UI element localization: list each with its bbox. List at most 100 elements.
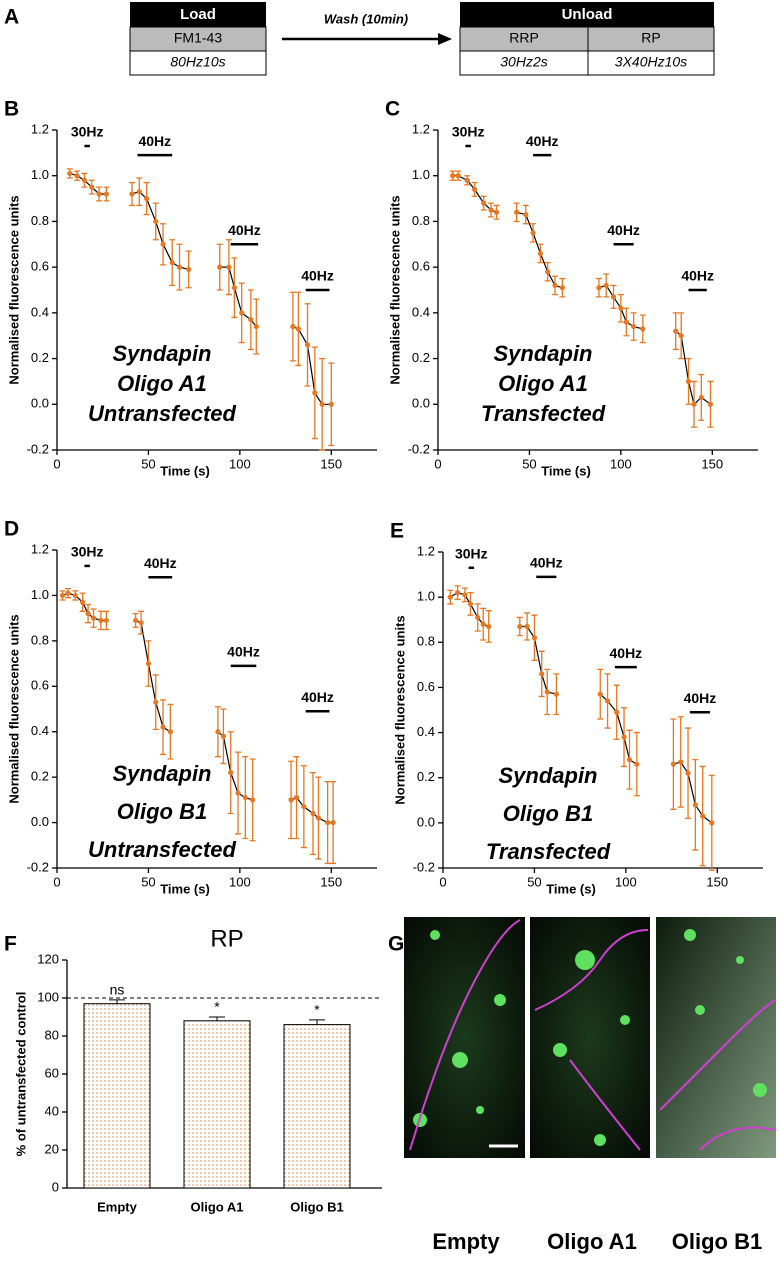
x-tick-label: 0: [434, 456, 441, 471]
y-tick-label: 120: [37, 951, 59, 966]
data-point: [545, 269, 551, 275]
y-tick-label: 1.0: [417, 589, 435, 604]
stimulus-label: 40Hz: [607, 222, 640, 238]
pool-text: RP: [641, 30, 660, 46]
data-point: [293, 794, 300, 801]
stim-cell: [587, 50, 715, 76]
y-tick-label: 0.6: [31, 678, 49, 693]
panel-label: A: [4, 6, 19, 29]
data-point: [319, 401, 325, 407]
panel-label: C: [385, 98, 400, 121]
load-header-text: Load: [180, 6, 216, 23]
data-point: [480, 621, 486, 627]
y-axis-label: Normalised fluorescence units: [6, 195, 21, 384]
pool-cell: [587, 26, 715, 52]
data-point: [610, 294, 617, 300]
stim-cell: [459, 50, 589, 76]
data-point: [640, 326, 646, 332]
panel-label: B: [4, 98, 19, 121]
data-point: [169, 259, 175, 266]
data-point: [514, 209, 520, 215]
data-point: [450, 173, 456, 179]
stimulus-label: 40Hz: [227, 644, 260, 660]
y-tick-label: 0.4: [31, 723, 49, 738]
x-tick-label: 50: [527, 874, 541, 889]
y-tick-label: 100: [37, 989, 59, 1004]
y-tick-label: 40: [45, 1103, 59, 1118]
data-point: [136, 189, 142, 195]
data-point: [228, 770, 234, 776]
stimulus-label: 40Hz: [526, 133, 559, 149]
x-axis-label: Time (s): [546, 881, 596, 896]
data-point: [239, 310, 245, 316]
data-point: [486, 623, 492, 630]
data-point: [603, 282, 609, 289]
y-tick-label: -0.2: [27, 441, 49, 456]
data-point: [315, 815, 322, 821]
data-point: [700, 813, 706, 819]
data-point: [167, 729, 173, 735]
y-tick-label: 0.6: [417, 679, 435, 694]
data-point: [80, 599, 86, 605]
x-tick-label: 0: [53, 874, 60, 889]
stimulus-label: 40Hz: [684, 690, 717, 706]
data-point: [455, 590, 461, 596]
error-bar: [109, 999, 125, 1004]
x-tick-label: Oligo B1: [290, 1199, 343, 1214]
annotation: Untransfected: [88, 837, 236, 862]
data-point: [455, 173, 461, 179]
data-point: [226, 264, 232, 270]
y-tick-label: 0.2: [31, 769, 49, 784]
bar: [83, 1003, 151, 1189]
stimulus-label: 30Hz: [452, 124, 485, 140]
data-point: [328, 401, 334, 407]
x-tick-label: 100: [615, 874, 637, 889]
y-tick-label: 0.0: [31, 396, 49, 411]
data-point: [685, 770, 691, 776]
data-point: [678, 759, 684, 765]
data-point: [160, 241, 166, 247]
load-stim-text: 80Hz10s: [170, 54, 225, 70]
data-point: [670, 761, 677, 767]
data-point: [160, 724, 166, 730]
y-tick-label: 0.8: [412, 213, 430, 228]
data-point: [447, 594, 453, 600]
data-point: [72, 592, 78, 599]
panel-label: E: [390, 520, 404, 543]
data-point: [475, 614, 481, 621]
y-tick-label: 1.2: [31, 121, 49, 136]
data-point: [81, 177, 88, 183]
y-tick-label: 0.2: [417, 769, 435, 784]
stimulus-label: 40Hz: [301, 689, 334, 705]
data-point: [467, 601, 474, 607]
y-tick-label: 0.8: [31, 632, 49, 647]
y-tick-label: -0.2: [413, 859, 435, 874]
stimulus-label: 40Hz: [228, 222, 261, 238]
data-point: [89, 184, 95, 190]
data-point: [539, 671, 545, 677]
y-tick-label: 0.2: [31, 350, 49, 365]
data-point: [242, 794, 248, 801]
data-point: [544, 689, 550, 695]
error-bar: [209, 1016, 225, 1021]
panel-label: G: [388, 933, 404, 956]
pool-cell: [459, 26, 589, 52]
data-point: [103, 191, 109, 197]
x-axis-label: Time (s): [160, 881, 210, 896]
data-point: [623, 319, 629, 325]
data-point: [330, 819, 336, 826]
data-point: [90, 615, 97, 621]
data-point: [517, 623, 523, 630]
y-tick-label: 80: [45, 1027, 59, 1042]
annotation: Oligo A1: [498, 371, 588, 396]
data-point: [250, 797, 256, 803]
data-point: [488, 207, 494, 213]
panel-label: F: [4, 933, 17, 956]
x-axis-label: Time (s): [541, 463, 591, 478]
annotation: Syndapin: [493, 341, 592, 366]
data-point: [85, 611, 91, 617]
data-point: [471, 186, 478, 193]
data-point: [215, 729, 221, 735]
y-tick-label: 1.2: [31, 541, 49, 556]
